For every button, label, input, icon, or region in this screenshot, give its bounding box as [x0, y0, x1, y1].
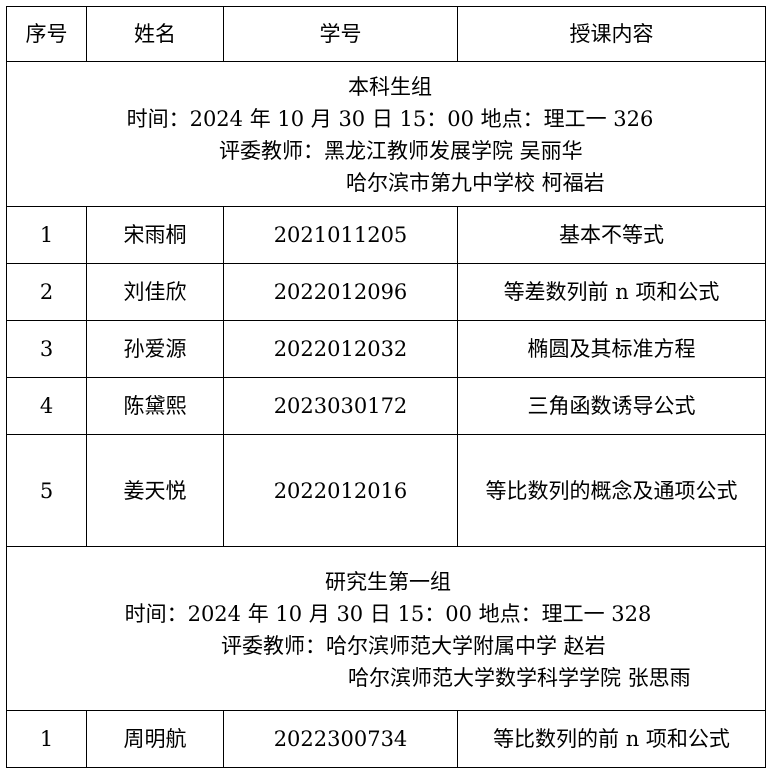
- cell-topic: 等差数列前 n 项和公式: [457, 263, 766, 321]
- header-topic: 授课内容: [457, 6, 766, 62]
- header-name: 姓名: [86, 6, 224, 62]
- cell-topic: 椭圆及其标准方程: [457, 320, 766, 378]
- group-judges-cont: 哈尔滨师范大学数学科学学院 张思雨: [348, 665, 691, 690]
- cell-no: 1: [6, 206, 87, 264]
- cell-name: 姜天悦: [86, 434, 224, 547]
- cell-id: 2022300734: [223, 710, 458, 768]
- group-time-location: 时间：2024 年 10 月 30 日 15：00 地点：理工一 328: [124, 601, 652, 626]
- table-row: 3 孙爱源 2022012032 椭圆及其标准方程: [6, 320, 766, 378]
- table-row: 2 刘佳欣 2022012096 等差数列前 n 项和公式: [6, 263, 766, 321]
- table-row: 1 宋雨桐 2021011205 基本不等式: [6, 206, 766, 264]
- group-time-location: 时间：2024 年 10 月 30 日 15：00 地点：理工一 326: [126, 107, 654, 131]
- cell-topic: 等比数列的概念及通项公式: [457, 434, 766, 547]
- group-judges-cont: 哈尔滨市第九中学校 柯福岩: [346, 171, 605, 195]
- cell-id: 2022012096: [223, 263, 458, 321]
- cell-name: 刘佳欣: [86, 263, 224, 321]
- header-id: 学号: [223, 6, 458, 62]
- cell-id: 2021011205: [223, 206, 458, 264]
- group-info-row: 本科生组 时间：2024 年 10 月 30 日 15：00 地点：理工一 32…: [6, 61, 766, 207]
- cell-name: 陈黛熙: [86, 377, 224, 435]
- table-row: 4 陈黛熙 2023030172 三角函数诱导公式: [6, 377, 766, 435]
- group-judges: 评委教师：黑龙江教师发展学院 吴丽华: [219, 139, 583, 163]
- group-judges: 评委教师：哈尔滨师范大学附属中学 赵岩: [221, 633, 606, 658]
- cell-id: 2023030172: [223, 377, 458, 435]
- group-title: 研究生第一组: [325, 569, 451, 594]
- cell-topic: 基本不等式: [457, 206, 766, 264]
- cell-id: 2022012016: [223, 434, 458, 547]
- table-row: 5 姜天悦 2022012016 等比数列的概念及通项公式: [6, 434, 766, 547]
- cell-topic: 等比数列的前 n 项和公式: [457, 710, 766, 768]
- cell-name: 周明航: [86, 710, 224, 768]
- cell-no: 4: [6, 377, 87, 435]
- cell-id: 2022012032: [223, 320, 458, 378]
- cell-no: 5: [6, 434, 87, 547]
- header-no: 序号: [6, 6, 87, 62]
- group-info: 本科生组 时间：2024 年 10 月 30 日 15：00 地点：理工一 32…: [6, 61, 766, 207]
- table-row: 1 周明航 2022300734 等比数列的前 n 项和公式: [6, 710, 766, 768]
- schedule-table: 序号 姓名 学号 授课内容 本科生组 时间：2024 年 10 月 30 日 1…: [6, 6, 766, 768]
- group-title: 本科生组: [348, 75, 432, 99]
- cell-topic: 三角函数诱导公式: [457, 377, 766, 435]
- group-info: 研究生第一组 时间：2024 年 10 月 30 日 15：00 地点：理工一 …: [6, 546, 766, 711]
- group-info-row: 研究生第一组 时间：2024 年 10 月 30 日 15：00 地点：理工一 …: [6, 546, 766, 711]
- header-row: 序号 姓名 学号 授课内容: [6, 6, 766, 62]
- cell-no: 3: [6, 320, 87, 378]
- cell-no: 1: [6, 710, 87, 768]
- cell-no: 2: [6, 263, 87, 321]
- cell-name: 宋雨桐: [86, 206, 224, 264]
- cell-name: 孙爱源: [86, 320, 224, 378]
